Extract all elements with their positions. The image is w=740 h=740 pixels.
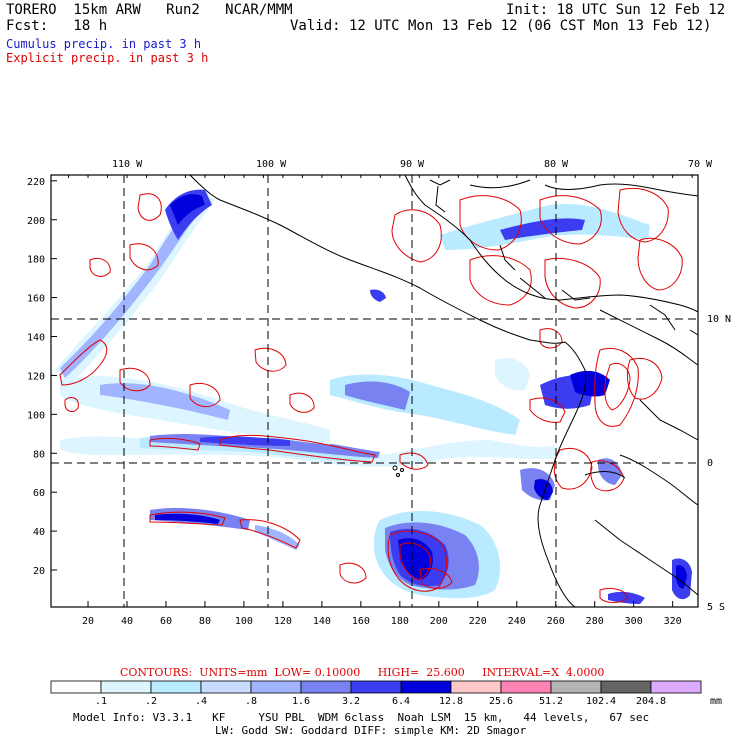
lon-label-110w: 110 W	[112, 159, 143, 170]
color-legend: .1 .2 .4 .8 1.6 3.2 6.4 12.8 25.6 51.2 102.4 204.8	[50, 680, 702, 707]
x-tick-label: 40	[121, 616, 133, 627]
y-tick-label: 180	[27, 255, 45, 266]
map-frame	[50, 174, 699, 608]
forecast-hour: Fcst: 18 h	[6, 18, 108, 34]
x-tick-labels: 20 40 60 80 100 120 140 160 180 200 220 240 260 280 30…	[82, 616, 682, 627]
y-tick-label: 60	[33, 488, 45, 499]
x-tick-label: 240	[508, 616, 526, 627]
lon-label-80w: 80 W	[544, 159, 569, 170]
legend-swatch	[100, 680, 152, 694]
legend-swatch	[350, 680, 402, 694]
lon-label-100w: 100 W	[256, 159, 287, 170]
legend-label: 1.6	[292, 696, 310, 707]
x-tick-label: 200	[430, 616, 448, 627]
lon-label-70w: 70 W	[688, 159, 713, 170]
legend-label: 6.4	[392, 696, 410, 707]
contour-info: CONTOURS: UNITS=mm LOW= 0.10000 HIGH= 25…	[120, 666, 605, 679]
lon-label-90w: 90 W	[400, 159, 425, 170]
lat-label-10n: 10 N	[707, 314, 731, 325]
y-tick-label: 160	[27, 294, 45, 305]
y-tick-label: 100	[27, 410, 45, 421]
y-tick-label: 120	[27, 371, 45, 382]
legend-swatch	[250, 680, 302, 694]
model-info-line1: Model Info: V3.3.1 KF YSU PBL WDM 6class…	[73, 711, 650, 724]
legend-label: 3.2	[342, 696, 360, 707]
legend-swatch	[400, 680, 452, 694]
legend-label: 12.8	[439, 696, 463, 707]
legend-swatch	[500, 680, 552, 694]
cumulus-precip-shading	[55, 189, 692, 604]
lat-label-0: 0	[707, 458, 713, 469]
field-cumulus-label: Cumulus precip. in past 3 h	[6, 37, 202, 51]
x-tick-label: 120	[274, 616, 292, 627]
legend-swatch	[150, 680, 202, 694]
valid-time: Valid: 12 UTC Mon 13 Feb 12 (06 CST Mon …	[290, 18, 712, 34]
legend-label: .8	[245, 696, 257, 707]
x-tick-label: 160	[352, 616, 370, 627]
legend-swatch	[650, 680, 702, 694]
lat-label-5s: 5 S	[707, 602, 725, 613]
legend-label: .2	[145, 696, 157, 707]
x-tick-label: 320	[664, 616, 682, 627]
graticule	[51, 175, 698, 607]
explicit-precip-contours	[59, 187, 683, 603]
y-tick-label: 220	[27, 177, 45, 188]
legend-label: 25.6	[489, 696, 513, 707]
x-tick-label: 20	[82, 616, 94, 627]
y-tick-label: 40	[33, 527, 45, 538]
y-tick-label: 200	[27, 216, 45, 227]
model-title: TORERO 15km ARW Run2 NCAR/MMM	[6, 2, 293, 18]
coastlines	[189, 174, 699, 608]
legend-swatch	[450, 680, 502, 694]
y-tick-labels: 20 40 60 80 100 120 140 160 180 200 220	[27, 177, 45, 577]
x-tick-label: 80	[199, 616, 211, 627]
legend-swatch	[50, 680, 102, 694]
axis-ticks	[51, 175, 693, 607]
legend-swatch	[300, 680, 352, 694]
legend-label: .4	[195, 696, 207, 707]
y-tick-label: 140	[27, 333, 45, 344]
field-explicit-label: Explicit precip. in past 3 h	[6, 51, 209, 65]
init-time: Init: 18 UTC Sun 12 Feb 12	[506, 2, 726, 18]
legend-swatch	[550, 680, 602, 694]
legend-label: 102.4	[586, 696, 616, 707]
x-tick-label: 60	[160, 616, 172, 627]
x-tick-label: 220	[469, 616, 487, 627]
legend-swatch	[600, 680, 652, 694]
x-tick-label: 280	[586, 616, 604, 627]
legend-unit: mm	[710, 696, 722, 707]
y-tick-label: 80	[33, 449, 45, 460]
model-info-line2: LW: Godd SW: Goddard DIFF: simple KM: 2D…	[215, 724, 527, 737]
legend-label: 51.2	[539, 696, 563, 707]
legend-label: 204.8	[636, 696, 666, 707]
x-tick-label: 300	[625, 616, 643, 627]
x-tick-label: 180	[391, 616, 409, 627]
legend-swatch	[200, 680, 252, 694]
x-tick-label: 140	[313, 616, 331, 627]
legend-label: .1	[95, 696, 107, 707]
x-tick-label: 260	[547, 616, 565, 627]
x-tick-label: 100	[235, 616, 253, 627]
y-tick-label: 20	[33, 566, 45, 577]
